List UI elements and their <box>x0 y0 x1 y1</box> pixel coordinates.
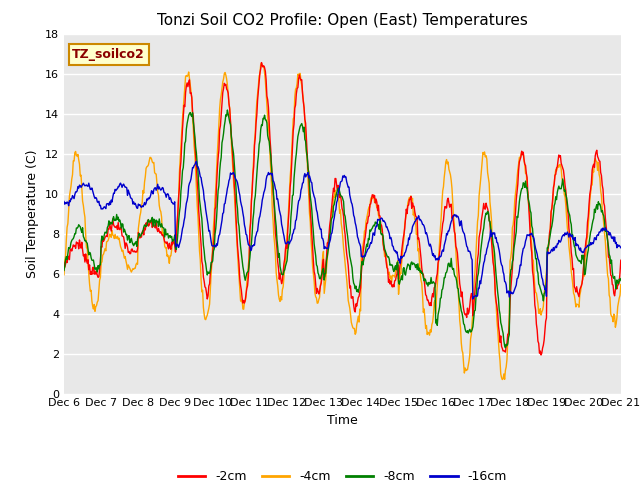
Title: Tonzi Soil CO2 Profile: Open (East) Temperatures: Tonzi Soil CO2 Profile: Open (East) Temp… <box>157 13 528 28</box>
Text: TZ_soilco2: TZ_soilco2 <box>72 48 145 61</box>
Y-axis label: Soil Temperature (C): Soil Temperature (C) <box>26 149 40 278</box>
Legend: -2cm, -4cm, -8cm, -16cm: -2cm, -4cm, -8cm, -16cm <box>173 465 512 480</box>
X-axis label: Time: Time <box>327 414 358 427</box>
